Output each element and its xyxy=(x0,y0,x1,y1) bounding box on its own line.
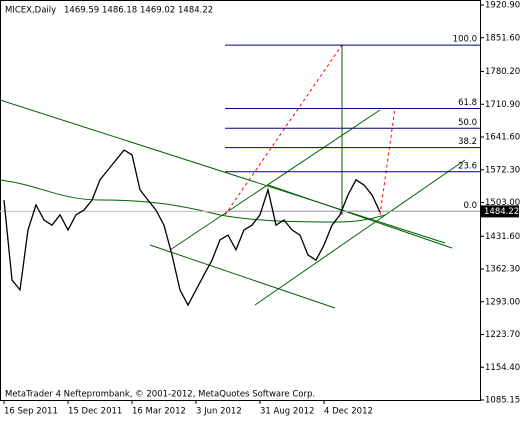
trend-line xyxy=(267,184,453,249)
y-tick-label: 1851.60 xyxy=(485,33,520,43)
last-price-label: 1484.22 xyxy=(484,207,519,217)
fibo-level-label: 100.0 xyxy=(453,35,477,45)
annotations xyxy=(0,44,466,309)
y-tick-label: 1572.30 xyxy=(485,165,520,175)
ohlc-value: 1484.22 xyxy=(178,6,213,16)
trend-line xyxy=(169,109,381,251)
fibo-level-label: 50.0 xyxy=(458,118,477,128)
fibo-level-label: 38.2 xyxy=(458,137,477,147)
y-tick-label: 1641.60 xyxy=(485,133,520,143)
y-tick-label: 1780.20 xyxy=(485,67,520,77)
fibo-level-label: 23.6 xyxy=(458,161,477,171)
fibo-level-label: 61.8 xyxy=(458,98,477,108)
y-tick-label: 1223.70 xyxy=(485,330,520,340)
x-tick-label: 16 Mar 2012 xyxy=(132,407,186,417)
fibo-level-label: 0.0 xyxy=(463,201,477,211)
y-tick-label: 1920.90 xyxy=(485,1,520,11)
footer: MetaTrader 4 Nefteprombank, © 2001-2012,… xyxy=(5,390,315,400)
y-tick-label: 1431.60 xyxy=(485,232,520,242)
ohlc-value: 1486.18 xyxy=(102,6,137,16)
plot-frame xyxy=(0,0,481,401)
y-tick-label: 1503.00 xyxy=(485,198,520,208)
x-tick-label: 16 Sep 2011 xyxy=(4,407,58,417)
fibo-projection xyxy=(379,107,396,216)
y-tick-label: 1362.30 xyxy=(485,265,520,275)
y-tick-label: 1293.00 xyxy=(485,297,520,307)
fibo-projection xyxy=(224,44,343,216)
moving-average xyxy=(0,179,386,223)
y-tick-label: 1710.90 xyxy=(485,100,520,110)
y-tick-label: 1154.40 xyxy=(485,363,520,373)
x-tick-label: 3 Jun 2012 xyxy=(196,407,242,417)
trend-line xyxy=(254,159,466,306)
last-price-box xyxy=(481,205,519,218)
trend-line xyxy=(149,244,336,309)
y-tick-label: 1085.15 xyxy=(485,396,520,406)
trend-line xyxy=(0,99,446,244)
ohlc-value: 1469.02 xyxy=(140,6,175,16)
price-line xyxy=(3,149,381,307)
symbol: MICEX,Daily xyxy=(5,6,56,16)
x-tick-label: 15 Dec 2011 xyxy=(68,407,122,417)
x-tick-label: 4 Dec 2012 xyxy=(324,407,373,417)
x-tick-label: 31 Aug 2012 xyxy=(260,407,314,417)
ohlc-value: 1469.59 xyxy=(64,6,99,16)
